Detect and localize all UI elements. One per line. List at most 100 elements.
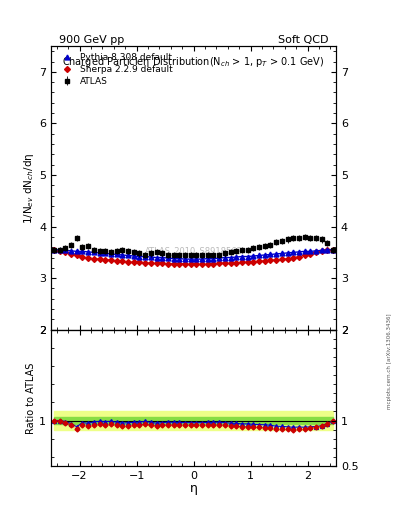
Text: 900 GeV pp: 900 GeV pp bbox=[59, 35, 124, 45]
Sherpa 2.2.9 default bbox=[211, 261, 216, 267]
Text: mcplots.cern.ch [arXiv:1306.3436]: mcplots.cern.ch [arXiv:1306.3436] bbox=[387, 313, 392, 409]
Pythia 8.308 default bbox=[211, 255, 216, 262]
Sherpa 2.2.9 default bbox=[80, 253, 85, 260]
Pythia 8.308 default bbox=[206, 255, 210, 262]
Pythia 8.308 default bbox=[251, 253, 256, 259]
Sherpa 2.2.9 default bbox=[308, 251, 313, 257]
Sherpa 2.2.9 default bbox=[177, 261, 182, 267]
Pythia 8.308 default bbox=[126, 252, 130, 259]
Pythia 8.308 default bbox=[86, 249, 90, 255]
Text: Soft QCD: Soft QCD bbox=[278, 35, 328, 45]
Sherpa 2.2.9 default bbox=[325, 247, 330, 253]
Sherpa 2.2.9 default bbox=[217, 260, 222, 266]
Sherpa 2.2.9 default bbox=[194, 261, 199, 267]
Pythia 8.308 default bbox=[165, 255, 170, 261]
Sherpa 2.2.9 default bbox=[97, 256, 102, 262]
Sherpa 2.2.9 default bbox=[131, 259, 136, 265]
Pythia 8.308 default bbox=[320, 247, 324, 253]
Sherpa 2.2.9 default bbox=[126, 259, 130, 265]
Pythia 8.308 default bbox=[188, 256, 193, 262]
Pythia 8.308 default bbox=[268, 251, 273, 258]
Pythia 8.308 default bbox=[171, 255, 176, 262]
Sherpa 2.2.9 default bbox=[160, 260, 165, 266]
Sherpa 2.2.9 default bbox=[279, 256, 284, 262]
Pythia 8.308 default bbox=[120, 252, 125, 258]
Sherpa 2.2.9 default bbox=[222, 260, 227, 266]
Sherpa 2.2.9 default bbox=[92, 255, 96, 262]
Pythia 8.308 default bbox=[314, 248, 318, 254]
Pythia 8.308 default bbox=[154, 254, 159, 261]
Sherpa 2.2.9 default bbox=[188, 261, 193, 267]
Sherpa 2.2.9 default bbox=[69, 251, 73, 257]
Sherpa 2.2.9 default bbox=[285, 255, 290, 262]
Pythia 8.308 default bbox=[308, 248, 313, 254]
Sherpa 2.2.9 default bbox=[183, 261, 187, 267]
Pythia 8.308 default bbox=[245, 253, 250, 260]
Sherpa 2.2.9 default bbox=[291, 254, 296, 261]
Pythia 8.308 default bbox=[63, 247, 68, 253]
Sherpa 2.2.9 default bbox=[228, 260, 233, 266]
Sherpa 2.2.9 default bbox=[268, 257, 273, 263]
Sherpa 2.2.9 default bbox=[120, 258, 125, 264]
Sherpa 2.2.9 default bbox=[257, 258, 261, 264]
Pythia 8.308 default bbox=[291, 249, 296, 255]
Pythia 8.308 default bbox=[228, 254, 233, 261]
Pythia 8.308 default bbox=[217, 255, 222, 261]
Pythia 8.308 default bbox=[183, 256, 187, 262]
Pythia 8.308 default bbox=[51, 247, 56, 253]
Y-axis label: Ratio to ATLAS: Ratio to ATLAS bbox=[26, 362, 36, 434]
Pythia 8.308 default bbox=[74, 248, 79, 254]
Sherpa 2.2.9 default bbox=[251, 259, 256, 265]
Sherpa 2.2.9 default bbox=[171, 261, 176, 267]
Pythia 8.308 default bbox=[177, 255, 182, 262]
Pythia 8.308 default bbox=[108, 251, 113, 257]
Sherpa 2.2.9 default bbox=[86, 254, 90, 261]
Pythia 8.308 default bbox=[331, 247, 336, 253]
Pythia 8.308 default bbox=[149, 254, 153, 260]
Text: ATLAS_2010_S8918562: ATLAS_2010_S8918562 bbox=[145, 246, 242, 255]
Sherpa 2.2.9 default bbox=[114, 258, 119, 264]
Pythia 8.308 default bbox=[297, 249, 301, 255]
Sherpa 2.2.9 default bbox=[302, 252, 307, 259]
Sherpa 2.2.9 default bbox=[263, 258, 267, 264]
X-axis label: η: η bbox=[189, 482, 198, 495]
Sherpa 2.2.9 default bbox=[108, 257, 113, 263]
Pythia 8.308 default bbox=[80, 248, 85, 254]
Pythia 8.308 default bbox=[92, 249, 96, 255]
Sherpa 2.2.9 default bbox=[154, 260, 159, 266]
Pythia 8.308 default bbox=[137, 253, 142, 260]
Sherpa 2.2.9 default bbox=[274, 257, 279, 263]
Pythia 8.308 default bbox=[263, 252, 267, 258]
Pythia 8.308 default bbox=[302, 248, 307, 254]
Sherpa 2.2.9 default bbox=[143, 260, 147, 266]
Pythia 8.308 default bbox=[274, 251, 279, 257]
Line: Sherpa 2.2.9 default: Sherpa 2.2.9 default bbox=[52, 248, 335, 266]
Sherpa 2.2.9 default bbox=[245, 259, 250, 265]
Sherpa 2.2.9 default bbox=[63, 249, 68, 255]
Line: Pythia 8.308 default: Pythia 8.308 default bbox=[51, 247, 336, 262]
Pythia 8.308 default bbox=[325, 247, 330, 253]
Sherpa 2.2.9 default bbox=[331, 247, 336, 253]
Pythia 8.308 default bbox=[143, 253, 147, 260]
Pythia 8.308 default bbox=[285, 250, 290, 256]
Pythia 8.308 default bbox=[69, 248, 73, 254]
Sherpa 2.2.9 default bbox=[206, 261, 210, 267]
Text: Charged Particleη Distribution(N$_{ch}$ > 1, p$_T$ > 0.1 GeV): Charged Particleη Distribution(N$_{ch}$ … bbox=[62, 55, 325, 69]
Pythia 8.308 default bbox=[222, 254, 227, 261]
Pythia 8.308 default bbox=[97, 250, 102, 256]
Sherpa 2.2.9 default bbox=[314, 249, 318, 255]
Pythia 8.308 default bbox=[114, 251, 119, 258]
Sherpa 2.2.9 default bbox=[165, 261, 170, 267]
Pythia 8.308 default bbox=[160, 254, 165, 261]
Sherpa 2.2.9 default bbox=[297, 253, 301, 260]
Sherpa 2.2.9 default bbox=[103, 257, 108, 263]
Sherpa 2.2.9 default bbox=[74, 252, 79, 259]
Legend: Pythia 8.308 default, Sherpa 2.2.9 default, ATLAS: Pythia 8.308 default, Sherpa 2.2.9 defau… bbox=[55, 51, 175, 89]
Pythia 8.308 default bbox=[257, 252, 261, 259]
Sherpa 2.2.9 default bbox=[149, 260, 153, 266]
Sherpa 2.2.9 default bbox=[137, 259, 142, 265]
Sherpa 2.2.9 default bbox=[320, 248, 324, 254]
Pythia 8.308 default bbox=[279, 250, 284, 257]
Pythia 8.308 default bbox=[194, 256, 199, 262]
Y-axis label: 1/N$_{ev}$ dN$_{ch}$/dη: 1/N$_{ev}$ dN$_{ch}$/dη bbox=[22, 152, 36, 224]
